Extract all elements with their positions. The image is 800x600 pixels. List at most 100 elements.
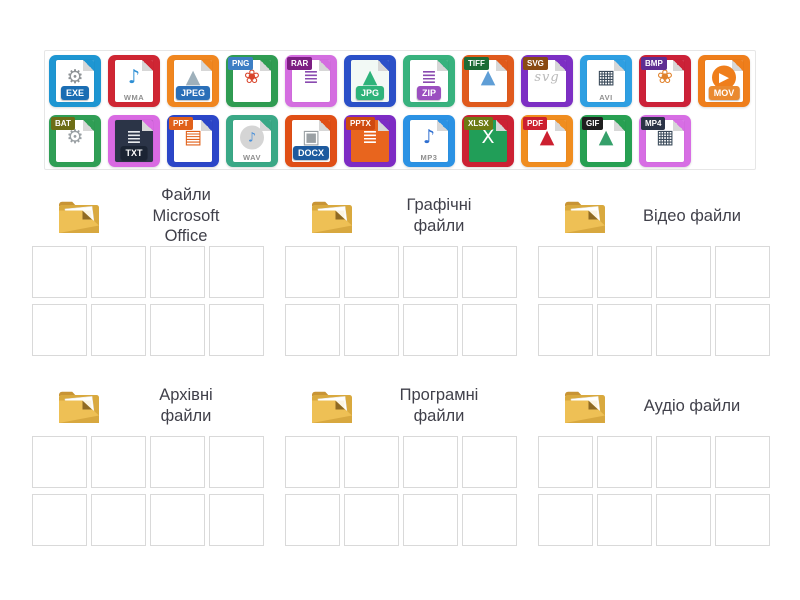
- drop-slot[interactable]: [32, 304, 87, 356]
- file-icon-mp4[interactable]: ▦ MP4: [639, 115, 691, 167]
- drop-slot[interactable]: [32, 246, 87, 298]
- file-extension-label: GIF: [582, 117, 604, 130]
- file-icon-ppt[interactable]: ▤ PPT: [167, 115, 219, 167]
- file-icon-wma[interactable]: ♪ WMA: [108, 55, 160, 107]
- file-icon-bat[interactable]: ⚙ BAT: [49, 115, 101, 167]
- file-extension-label: PPT: [169, 117, 193, 130]
- category-label: Файли Microsoft Office: [152, 185, 220, 246]
- file-extension-label: JPEG: [175, 86, 211, 100]
- drop-slot[interactable]: [91, 494, 146, 546]
- file-icon-xlsx[interactable]: X XLSX: [462, 115, 514, 167]
- drop-slot[interactable]: [403, 494, 458, 546]
- drop-slot[interactable]: [597, 246, 652, 298]
- folded-corner: [673, 60, 684, 71]
- file-extension-label: PPTX: [346, 117, 375, 130]
- file-icon-jpeg[interactable]: ▲ JPEG: [167, 55, 219, 107]
- folded-corner: [83, 60, 94, 71]
- folded-corner: [673, 120, 684, 131]
- drop-slot[interactable]: [597, 304, 652, 356]
- drop-slot[interactable]: [91, 436, 146, 488]
- drop-slot[interactable]: [656, 436, 711, 488]
- file-glyph-icon: ▣: [302, 126, 320, 149]
- category-group-video-files: Відео файли: [538, 186, 770, 356]
- drop-slot[interactable]: [285, 436, 340, 488]
- drop-slot[interactable]: [344, 436, 399, 488]
- drop-slot[interactable]: [209, 494, 264, 546]
- folded-corner: [496, 120, 507, 131]
- drop-slot[interactable]: [656, 304, 711, 356]
- file-icon-mov[interactable]: ▶ MOV: [698, 55, 750, 107]
- file-icon-txt[interactable]: ≣ TXT: [108, 115, 160, 167]
- file-icon-jpg[interactable]: ▲ JPG: [344, 55, 396, 107]
- group-header: Відео файли: [538, 186, 770, 246]
- drop-slot[interactable]: [150, 436, 205, 488]
- drop-slot[interactable]: [150, 304, 205, 356]
- file-extension-label: BAT: [51, 117, 75, 130]
- file-glyph-icon: ⚙: [66, 126, 84, 149]
- drop-slot[interactable]: [344, 494, 399, 546]
- drop-slot[interactable]: [715, 304, 770, 356]
- drop-slot[interactable]: [285, 246, 340, 298]
- drop-slot[interactable]: [209, 436, 264, 488]
- file-icon-svg[interactable]: svg SVG: [521, 55, 573, 107]
- file-extension-label: AVI: [599, 93, 613, 102]
- file-icon-png[interactable]: ❀ PNG: [226, 55, 278, 107]
- drop-slot[interactable]: [656, 246, 711, 298]
- drop-slot[interactable]: [32, 436, 87, 488]
- drop-slot[interactable]: [91, 304, 146, 356]
- file-icon-avi[interactable]: ▦ AVI: [580, 55, 632, 107]
- drop-slot[interactable]: [403, 246, 458, 298]
- drop-slot[interactable]: [597, 436, 652, 488]
- tray-row-2: ⚙ BAT ≣ TXT ▤ PPT ♪ WAV ▣ DOCX ≣ PPTX: [49, 115, 751, 167]
- drop-slot[interactable]: [32, 494, 87, 546]
- file-glyph-icon: ♪: [240, 125, 264, 150]
- drop-slot[interactable]: [462, 304, 517, 356]
- drop-slot[interactable]: [285, 494, 340, 546]
- file-glyph-icon: ▲: [480, 66, 496, 89]
- file-icon-bmp[interactable]: ❀ BMP: [639, 55, 691, 107]
- tray-row-1: ⚙ EXE ♪ WMA ▲ JPEG ❀ PNG ≣ RAR ▲ JPG: [49, 55, 751, 107]
- drop-slot[interactable]: [538, 304, 593, 356]
- folder-icon: [59, 391, 99, 423]
- drop-slot[interactable]: [462, 436, 517, 488]
- drop-slot[interactable]: [462, 494, 517, 546]
- drop-slot[interactable]: [403, 304, 458, 356]
- group-header: Файли Microsoft Office: [32, 186, 264, 246]
- file-icon-exe[interactable]: ⚙ EXE: [49, 55, 101, 107]
- drop-slot-grid: [538, 246, 770, 356]
- drop-slot[interactable]: [538, 436, 593, 488]
- drop-slot[interactable]: [597, 494, 652, 546]
- file-icon-gif[interactable]: ▲ GIF: [580, 115, 632, 167]
- category-label: Архівні файли: [159, 386, 213, 425]
- file-glyph-icon: ▲: [539, 126, 555, 149]
- file-icon-wav[interactable]: ♪ WAV: [226, 115, 278, 167]
- drop-slot[interactable]: [715, 494, 770, 546]
- drop-slot[interactable]: [209, 246, 264, 298]
- drop-slot[interactable]: [150, 494, 205, 546]
- group-header: Архівні файли: [32, 376, 264, 436]
- file-icon-docx[interactable]: ▣ DOCX: [285, 115, 337, 167]
- drop-slot[interactable]: [538, 246, 593, 298]
- drop-slot[interactable]: [344, 304, 399, 356]
- document-shape: ▲: [469, 60, 507, 102]
- file-icon-mp3[interactable]: ♪ MP3: [403, 115, 455, 167]
- file-icon-pdf[interactable]: ▲ PDF: [521, 115, 573, 167]
- file-icon-pptx[interactable]: ≣ PPTX: [344, 115, 396, 167]
- folder-icon: [565, 201, 605, 233]
- drop-slot[interactable]: [656, 494, 711, 546]
- drop-slot[interactable]: [538, 494, 593, 546]
- drop-slot[interactable]: [344, 246, 399, 298]
- drop-slot[interactable]: [462, 246, 517, 298]
- file-glyph-icon: X: [481, 126, 495, 149]
- drop-slot[interactable]: [715, 246, 770, 298]
- file-icon-rar[interactable]: ≣ RAR: [285, 55, 337, 107]
- drop-slot[interactable]: [285, 304, 340, 356]
- drop-slot[interactable]: [150, 246, 205, 298]
- drop-slot[interactable]: [715, 436, 770, 488]
- file-extension-label: TIFF: [464, 57, 489, 70]
- drop-slot[interactable]: [209, 304, 264, 356]
- drop-slot[interactable]: [91, 246, 146, 298]
- file-icon-zip[interactable]: ≣ ZIP: [403, 55, 455, 107]
- drop-slot[interactable]: [403, 436, 458, 488]
- file-icon-tiff[interactable]: ▲ TIFF: [462, 55, 514, 107]
